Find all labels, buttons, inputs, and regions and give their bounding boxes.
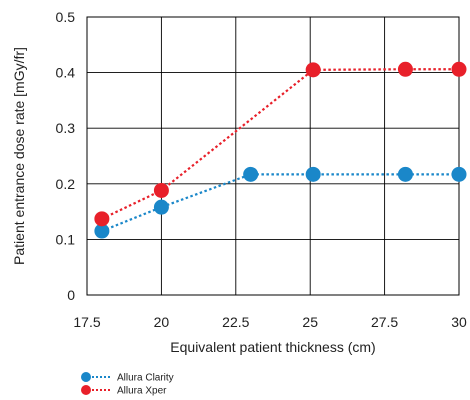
plot-frame bbox=[86, 16, 460, 296]
data-point bbox=[451, 61, 467, 77]
x-tick-label: 20 bbox=[154, 314, 170, 330]
legend-marker bbox=[81, 372, 91, 382]
x-tick-label: 17.5 bbox=[73, 314, 100, 330]
x-tick-label: 30 bbox=[451, 314, 467, 330]
legend-label: Allura Xper bbox=[117, 386, 167, 397]
x-tick-label: 27.5 bbox=[371, 314, 398, 330]
y-axis-label: Patient entrance dose rate [mGy/fr] bbox=[11, 47, 27, 265]
y-tick-label: 0.5 bbox=[56, 9, 76, 25]
series-allura-clarity bbox=[94, 166, 467, 239]
legend-marker bbox=[81, 385, 91, 395]
data-point bbox=[305, 62, 321, 78]
y-tick-label: 0 bbox=[67, 287, 75, 303]
data-point bbox=[243, 166, 259, 182]
y-tick-label: 0.1 bbox=[56, 231, 76, 247]
data-point bbox=[397, 166, 413, 182]
x-axis-label: Equivalent patient thickness (cm) bbox=[170, 339, 375, 355]
series-layer bbox=[94, 61, 467, 239]
data-point bbox=[153, 182, 169, 198]
grid bbox=[86, 16, 460, 296]
y-tick-label: 0.4 bbox=[56, 65, 76, 81]
data-point bbox=[94, 211, 110, 227]
x-tick-label: 22.5 bbox=[222, 314, 249, 330]
series-line bbox=[101, 173, 459, 233]
x-tick-label: 25 bbox=[302, 314, 318, 330]
data-point bbox=[451, 166, 467, 182]
data-point bbox=[94, 223, 110, 239]
series-line bbox=[101, 68, 459, 220]
data-point bbox=[153, 199, 169, 215]
legend: Allura Clarity Allura Xper bbox=[81, 372, 174, 397]
legend-item: Allura Clarity bbox=[81, 372, 174, 384]
legend-label: Allura Clarity bbox=[117, 373, 174, 384]
data-point bbox=[397, 61, 413, 77]
tick-labels: 17.5 20 22.5 25 27.5 30 0 0.1 0.2 0.3 0.4 0.5 bbox=[56, 9, 467, 330]
y-tick-label: 0.3 bbox=[56, 120, 76, 136]
series-allura-xper bbox=[94, 61, 467, 227]
y-tick-label: 0.2 bbox=[56, 176, 76, 192]
data-point bbox=[305, 166, 321, 182]
legend-item: Allura Xper bbox=[81, 385, 167, 397]
